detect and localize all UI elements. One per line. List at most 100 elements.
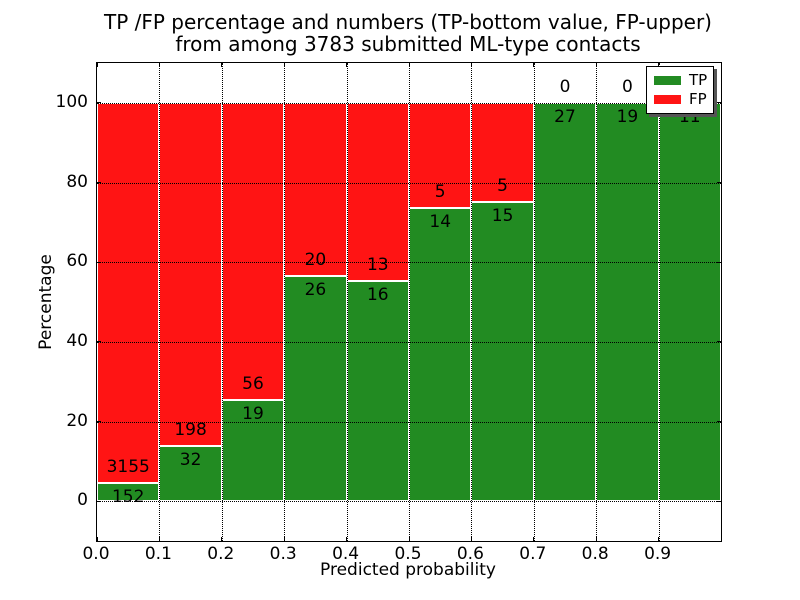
fp-count-label: 56 — [242, 374, 264, 395]
y-tick-mark — [97, 102, 101, 104]
x-tick-mark — [658, 63, 660, 67]
x-tick-mark — [470, 537, 472, 541]
tp-bar-segment — [533, 102, 597, 502]
tp-bar-segment — [346, 281, 409, 502]
fp-legend-swatch — [654, 95, 681, 104]
y-tick-mark — [717, 341, 721, 343]
x-tick-mark — [595, 537, 597, 541]
x-tick-mark — [158, 537, 160, 541]
legend-entry-label: TP — [689, 71, 708, 89]
x-gridline — [471, 63, 473, 541]
x-tick-label: 0.8 — [581, 544, 609, 564]
x-tick-mark — [595, 63, 597, 67]
tp-count-label: 26 — [304, 279, 327, 300]
y-tick-mark — [97, 500, 101, 502]
x-tick-label: 0.1 — [144, 544, 172, 564]
x-tick-mark — [533, 63, 535, 67]
y-tick-mark — [97, 421, 101, 422]
tp-count-label: 19 — [242, 404, 264, 425]
x-tick-mark — [221, 537, 223, 541]
x-tick-mark — [346, 537, 348, 541]
tp-bar-segment — [409, 207, 472, 502]
y-tick-mark — [717, 421, 721, 422]
tp-count-label: 27 — [554, 106, 576, 127]
fp-count-label: 0 — [621, 76, 633, 97]
x-gridline — [159, 63, 161, 541]
x-tick-mark — [96, 537, 98, 541]
x-gridline — [409, 63, 410, 541]
x-gridline — [596, 63, 598, 541]
x-gridline — [221, 63, 223, 541]
x-tick-mark — [470, 63, 472, 67]
legend-entry-label: FP — [689, 90, 707, 108]
x-axis-label: Predicted probability — [320, 560, 496, 580]
y-tick-mark — [717, 182, 721, 183]
x-tick-mark — [96, 63, 98, 67]
legend-entry: FP — [654, 90, 707, 108]
tp-count-label: 15 — [491, 206, 514, 227]
tp-count-label: 32 — [179, 449, 202, 470]
y-tick-label: 20 — [66, 410, 88, 431]
fp-bar-segment — [284, 102, 347, 277]
legend: TP FP — [646, 66, 714, 114]
fp-count-label: 3155 — [106, 456, 150, 477]
y-tick-label: 80 — [66, 171, 88, 192]
x-tick-mark — [283, 537, 285, 541]
tp-bar-segment — [221, 400, 285, 502]
tp-bar-segment — [658, 102, 721, 502]
y-tick-label: 0 — [77, 490, 88, 511]
x-gridline — [284, 63, 286, 541]
y-tick-mark — [97, 182, 101, 183]
tp-bar-segment — [159, 445, 222, 502]
y-tick-mark — [717, 102, 721, 104]
x-gridline — [533, 63, 535, 541]
fp-bar-segment — [159, 102, 222, 446]
x-tick-label: 0.4 — [332, 544, 360, 564]
x-tick-label: 0.2 — [207, 544, 235, 564]
x-tick-label: 0.3 — [269, 544, 297, 564]
y-tick-mark — [717, 261, 721, 263]
x-tick-mark — [658, 537, 660, 541]
y-tick-label: 100 — [55, 91, 88, 112]
tp-count-label: 16 — [366, 285, 389, 306]
fp-bar-segment — [221, 102, 285, 401]
x-tick-label: 0.0 — [82, 544, 110, 564]
y-tick-label: 40 — [66, 330, 88, 351]
x-tick-label: 0.5 — [394, 544, 422, 564]
tp-bar-segment — [97, 482, 160, 502]
y-tick-mark — [97, 261, 101, 263]
tp-bar-segment — [596, 102, 659, 502]
tp-count-label: 19 — [616, 106, 639, 127]
y-tick-mark — [97, 341, 101, 343]
x-tick-mark — [346, 63, 348, 67]
tp-count-label: 14 — [429, 211, 452, 232]
tp-legend-swatch — [654, 76, 681, 85]
tp-count-label: 152 — [111, 486, 145, 507]
x-tick-mark — [158, 63, 160, 67]
fp-bar-segment — [97, 102, 160, 483]
x-tick-mark — [408, 63, 410, 67]
x-tick-mark — [221, 63, 223, 67]
chart-title-line1: TP /FP percentage and numbers (TP-bottom… — [104, 10, 712, 34]
x-tick-label: 0.9 — [644, 544, 672, 564]
x-gridline — [346, 63, 348, 541]
x-tick-label: 0.7 — [519, 544, 547, 564]
fp-count-label: 0 — [559, 76, 571, 97]
fp-count-label: 13 — [366, 255, 389, 276]
x-tick-mark — [533, 537, 535, 541]
y-tick-label: 60 — [66, 251, 88, 272]
x-gridline — [658, 63, 660, 541]
fp-count-label: 5 — [497, 176, 508, 197]
y-tick-mark — [717, 500, 721, 502]
tp-bar-segment — [284, 276, 347, 502]
chart-title: TP /FP percentage and numbers (TP-bottom… — [96, 11, 720, 55]
legend-entry: TP — [654, 71, 708, 89]
fp-count-label: 198 — [174, 419, 207, 440]
plot-area: TP FP 3155 152 198 32 56 19 20 26 13 16 5 14 5 15 0 27 0 1… — [96, 62, 722, 542]
chart-title-line2: from among 3783 submitted ML-type contac… — [175, 32, 641, 56]
x-tick-label: 0.6 — [456, 544, 484, 564]
tp-bar-segment — [471, 202, 534, 502]
x-tick-mark — [408, 537, 410, 541]
fp-count-label: 20 — [304, 250, 327, 271]
